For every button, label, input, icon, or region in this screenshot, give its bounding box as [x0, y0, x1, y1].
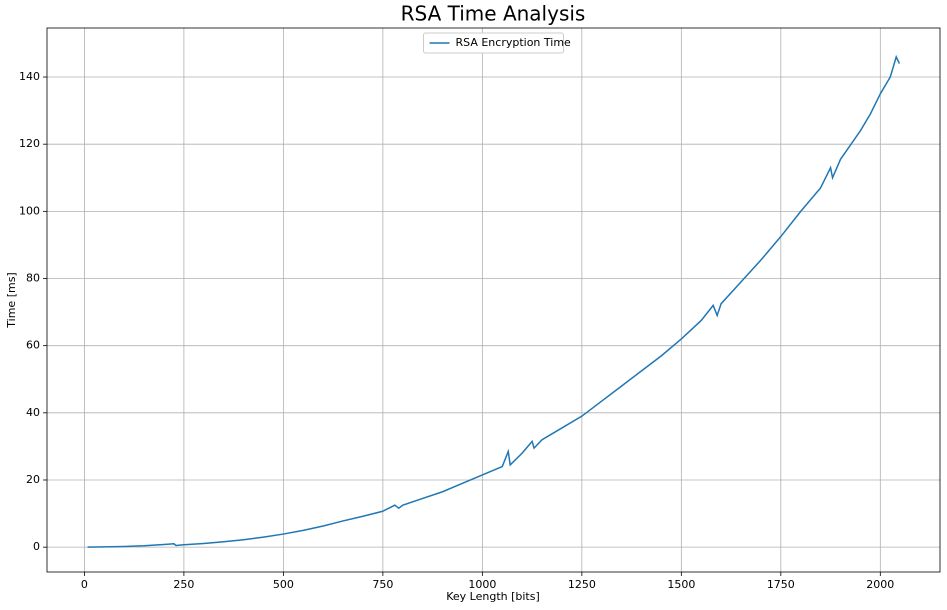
x-axis-label: Key Length [bits]: [446, 590, 540, 603]
data-line: [87, 54, 901, 548]
chart-title: RSA Time Analysis: [401, 2, 586, 26]
y-tick-label: 0: [33, 540, 40, 553]
y-tick-label: 100: [19, 204, 40, 217]
x-tick-label: 1750: [767, 578, 795, 591]
y-tick-label: 140: [19, 70, 40, 83]
legend-label: RSA Encryption Time: [456, 36, 572, 49]
x-tick-label: 1500: [667, 578, 695, 591]
y-axis-label: Time [ms]: [5, 272, 18, 328]
y-tick-label: 80: [26, 272, 40, 285]
x-tick-label: 750: [372, 578, 393, 591]
y-tick-label: 40: [26, 406, 40, 419]
plot-frame: [46, 27, 941, 573]
y-tick-label: 120: [19, 137, 40, 150]
x-tick-label: 250: [173, 578, 194, 591]
x-tick-label: 1000: [468, 578, 496, 591]
x-tick-label: 500: [273, 578, 294, 591]
x-tick-label: 1250: [568, 578, 596, 591]
x-tick-label: 2000: [866, 578, 894, 591]
y-tick-label: 20: [26, 473, 40, 486]
legend: RSA Encryption Time: [423, 32, 572, 54]
legend-box: [423, 32, 564, 54]
x-tick-label: 0: [81, 578, 88, 591]
y-tick-label: 60: [26, 339, 40, 352]
